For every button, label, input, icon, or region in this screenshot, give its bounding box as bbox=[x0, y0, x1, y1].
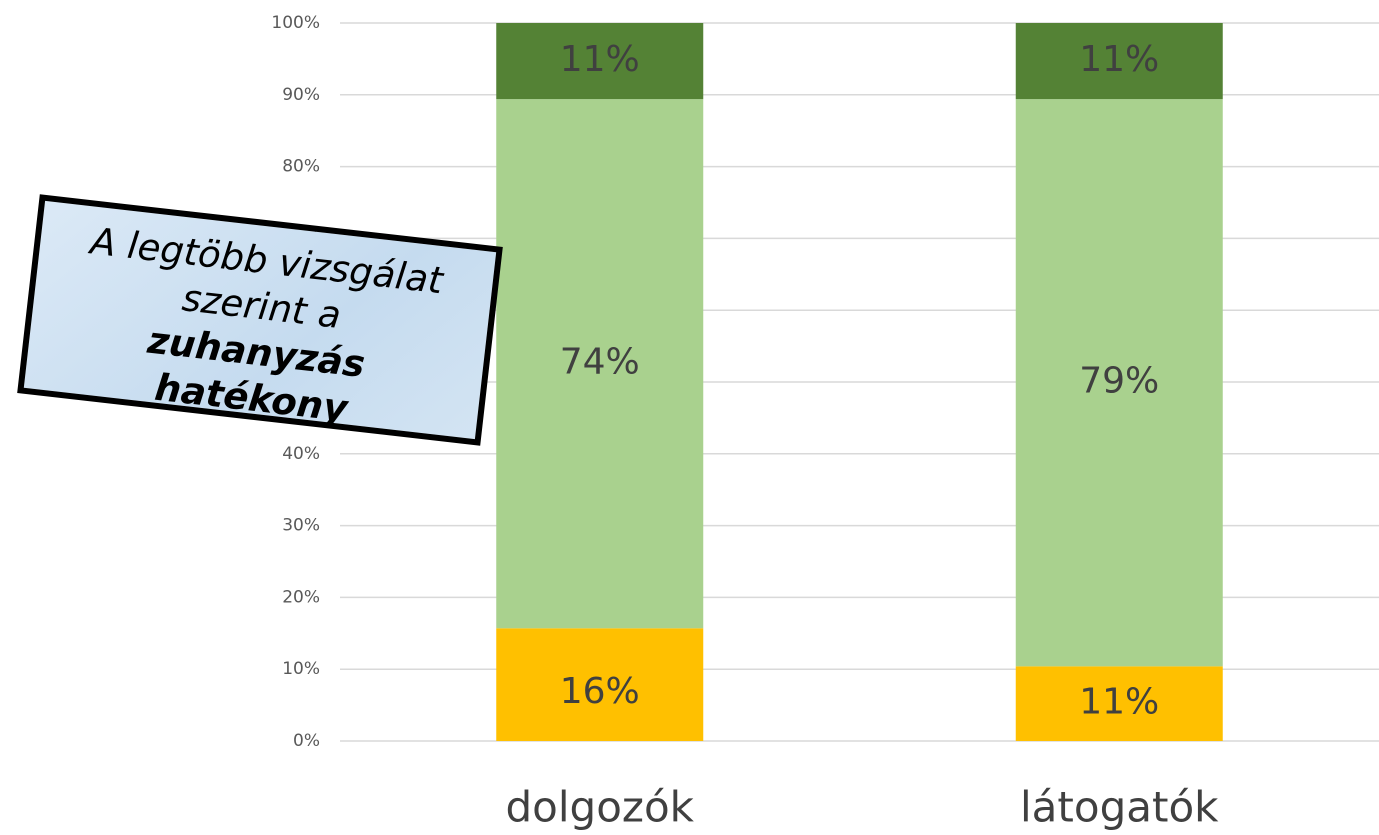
y-tick-label: 100% bbox=[271, 13, 320, 33]
y-tick-label: 10% bbox=[282, 659, 320, 679]
bar-segment bbox=[1015, 666, 1223, 741]
data-label: 16% bbox=[560, 671, 640, 712]
data-label: 11% bbox=[1079, 39, 1159, 80]
y-tick-label: 90% bbox=[282, 85, 320, 105]
y-tick-label: 40% bbox=[282, 444, 320, 464]
bar-segment bbox=[496, 99, 704, 629]
x-tick-label: dolgozók bbox=[506, 783, 695, 832]
y-tick-label: 0% bbox=[293, 731, 320, 751]
data-label: 74% bbox=[560, 342, 640, 383]
data-label: 11% bbox=[1079, 682, 1159, 723]
y-tick-label: 80% bbox=[282, 157, 320, 177]
data-label: 79% bbox=[1079, 361, 1159, 402]
x-tick-label: látogatók bbox=[1020, 783, 1219, 832]
bar-segment bbox=[496, 628, 704, 741]
y-tick-label: 20% bbox=[282, 587, 320, 607]
bar-segment bbox=[1015, 23, 1223, 100]
data-label: 11% bbox=[560, 39, 640, 80]
bar-segment bbox=[1015, 99, 1223, 667]
y-tick-label: 30% bbox=[282, 516, 320, 536]
bar-segment bbox=[496, 23, 704, 100]
